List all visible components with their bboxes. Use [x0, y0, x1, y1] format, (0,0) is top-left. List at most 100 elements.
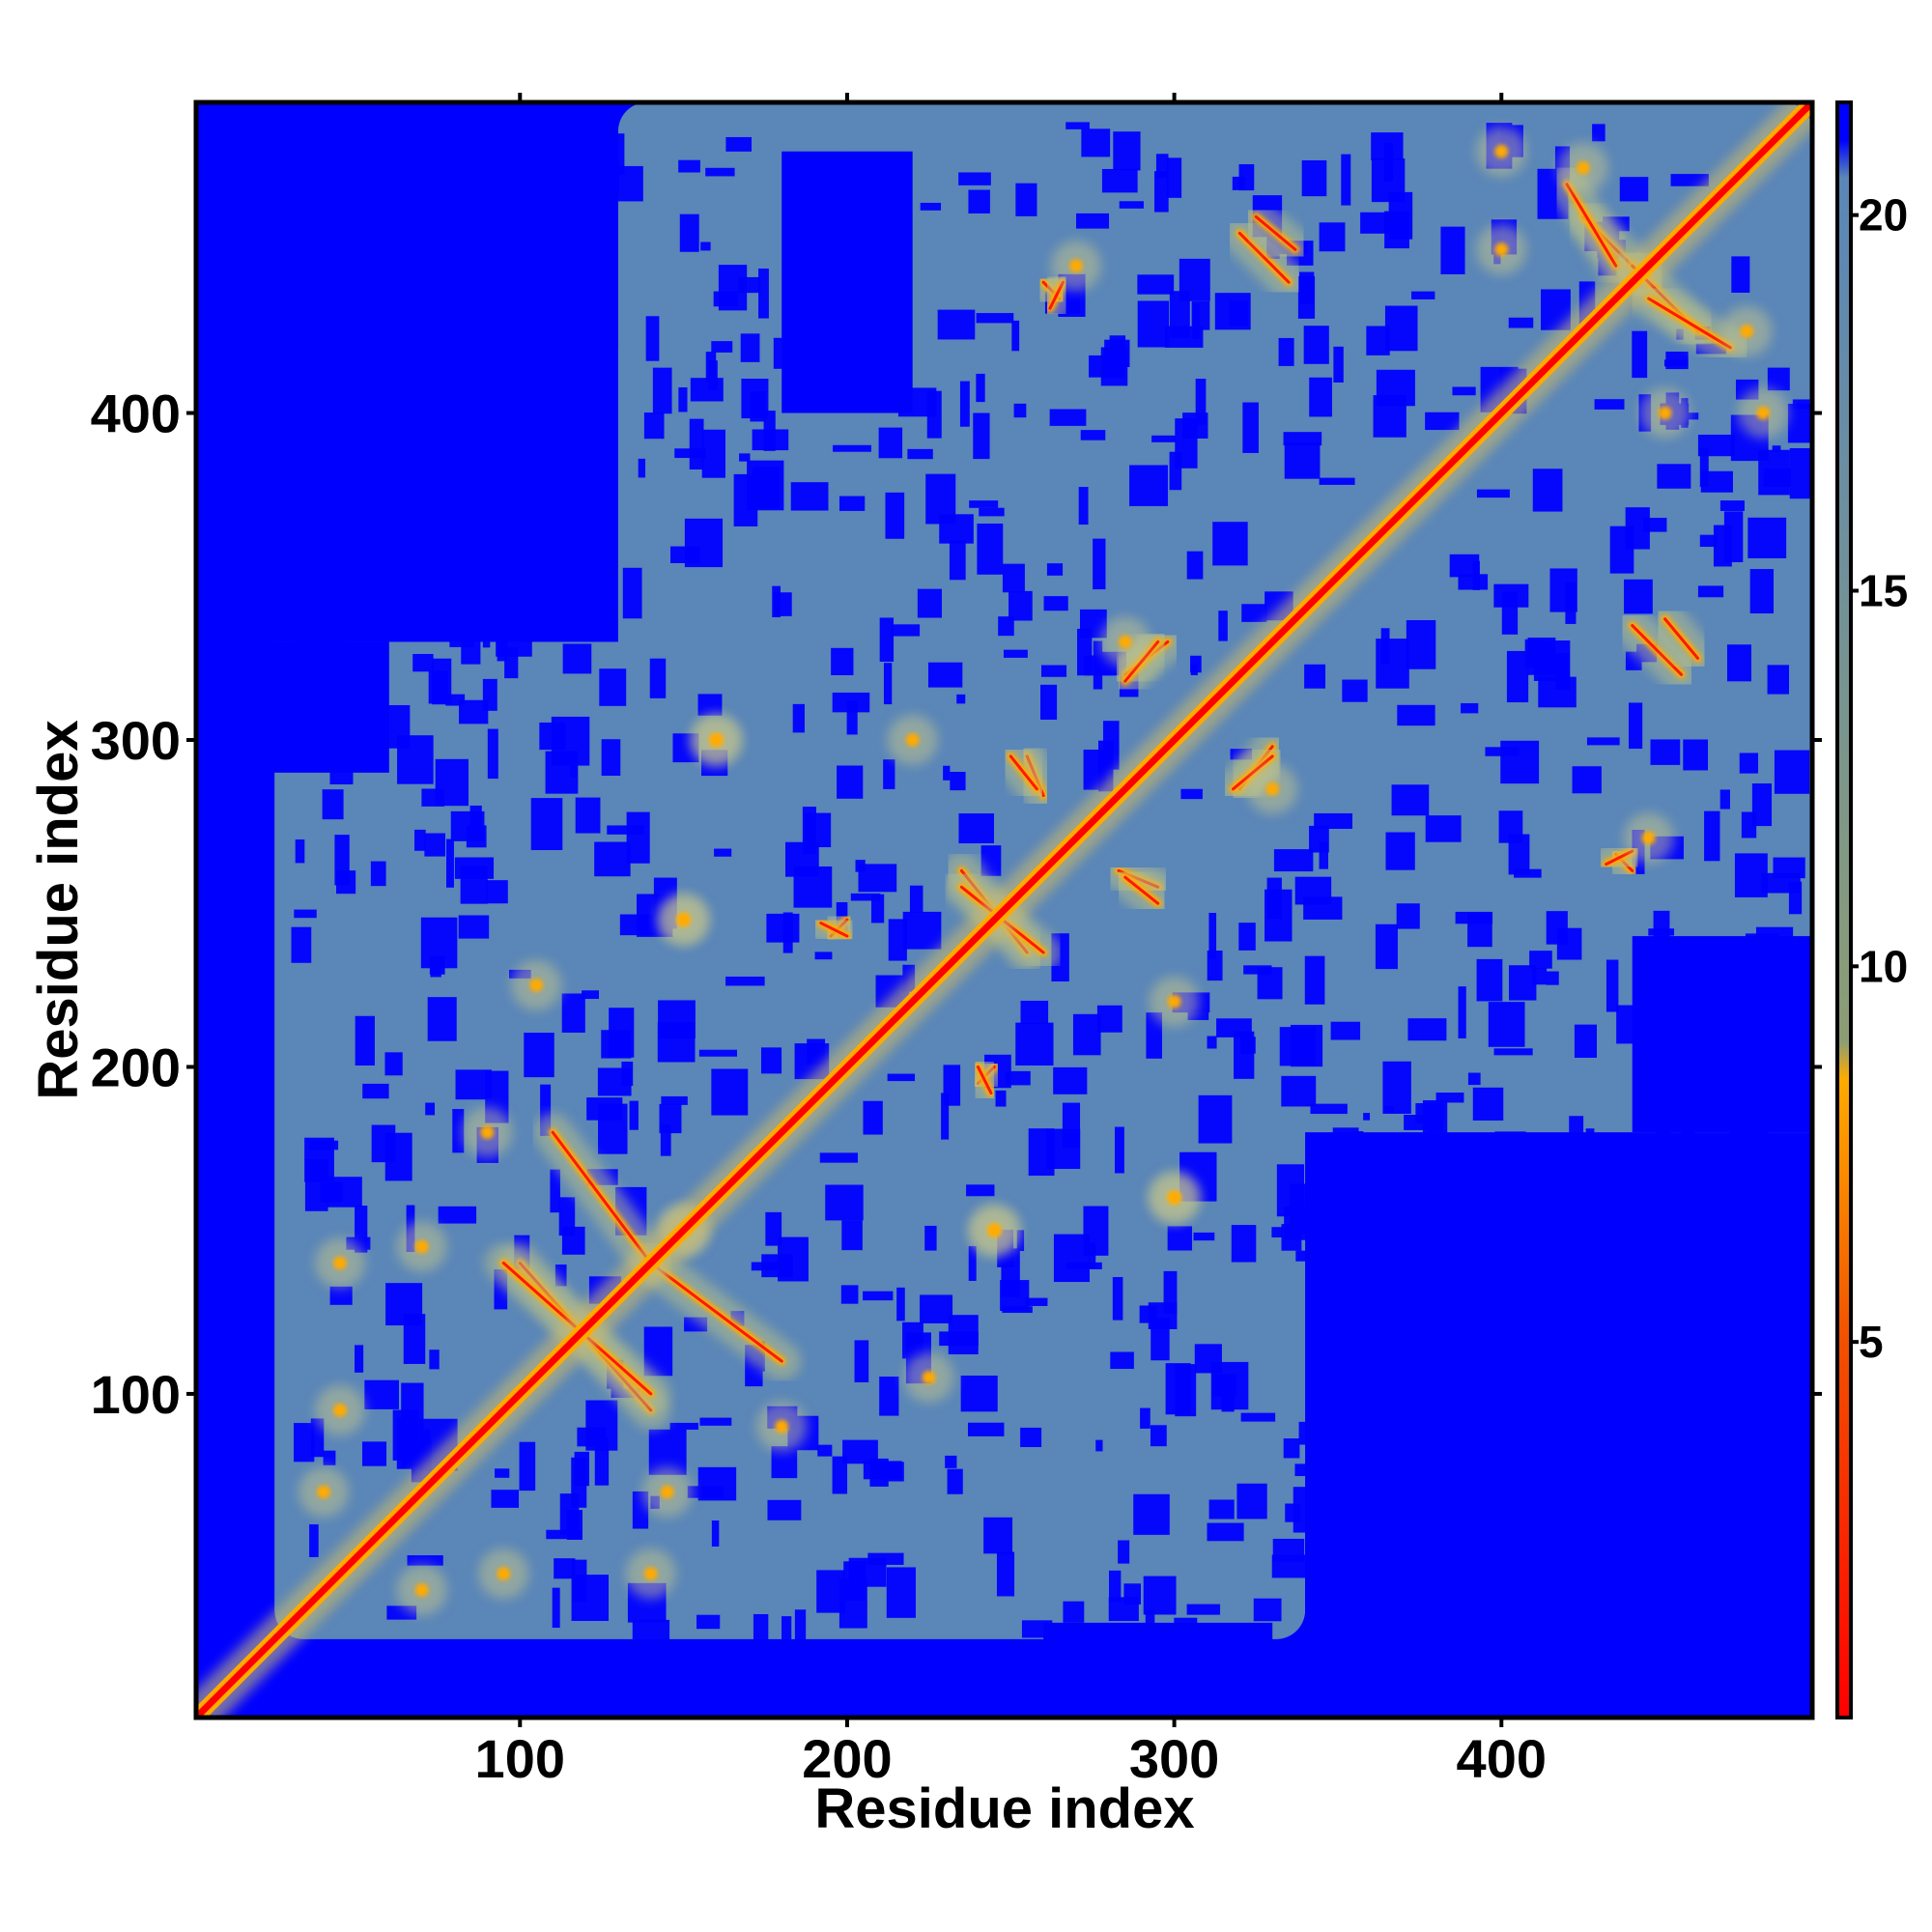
heatmap-cell [295, 611, 325, 659]
heatmap-cell [1632, 330, 1648, 379]
heatmap-cell [485, 298, 498, 327]
heatmap-cell [1437, 1452, 1458, 1487]
x-tick-label: 200 [802, 1728, 892, 1789]
heatmap-cell [850, 893, 881, 901]
heatmap-cell [711, 1520, 720, 1547]
heatmap-cell [1462, 1342, 1471, 1351]
heatmap-cell [781, 1616, 792, 1668]
heatmap-cell [1015, 1022, 1054, 1065]
heatmap-cell [571, 220, 596, 247]
heatmap-cell [1467, 1072, 1481, 1086]
heatmap-cell [1240, 1412, 1276, 1422]
heatmap-cell [1441, 1435, 1463, 1458]
heatmap-cell [660, 1124, 671, 1156]
heatmap-cell [1101, 168, 1138, 193]
contact-core [1663, 617, 1699, 660]
heatmap-cell [1283, 1438, 1300, 1459]
heatmap-cell [418, 342, 458, 354]
heatmap-cell [1520, 1139, 1559, 1175]
heatmap-cell [554, 1264, 567, 1287]
heatmap-cell [589, 133, 625, 176]
heatmap-cell [790, 315, 800, 358]
heatmap-cell [1175, 418, 1198, 469]
heatmap-cell [1784, 1540, 1802, 1591]
heatmap-cell [366, 458, 388, 509]
heatmap-cell [632, 1619, 670, 1642]
heatmap-cell [1363, 1113, 1371, 1121]
heatmap-cell [1273, 849, 1314, 872]
heatmap-cell [495, 288, 514, 296]
heatmap-cell [1242, 402, 1259, 453]
heatmap-cell [1093, 538, 1106, 590]
heatmap-cell [822, 176, 839, 188]
x-axis-ticks: 100 200 300 400 [475, 1718, 1547, 1789]
y-axis-title: Residue index [27, 720, 90, 1099]
heatmap-cell [1118, 1540, 1130, 1564]
heatmap-cell [1704, 810, 1720, 862]
far-distance-block [1043, 1622, 1273, 1718]
heatmap-cell [1572, 766, 1602, 794]
heatmap-cell [708, 360, 718, 390]
heatmap-cell [1164, 326, 1204, 348]
heatmap-cell [1145, 1609, 1155, 1632]
contact-spot [1167, 994, 1181, 1009]
heatmap-cell [599, 668, 627, 706]
heatmap-cell [927, 662, 963, 688]
colorbar-fill [1837, 102, 1851, 1718]
heatmap-cell [1726, 644, 1751, 682]
heatmap-cell [482, 678, 497, 711]
heatmap-cell [1020, 1000, 1049, 1025]
heatmap-cell [303, 522, 338, 544]
heatmap-cell [1193, 1232, 1215, 1241]
heatmap-cell [945, 1455, 957, 1468]
heatmap-cell [609, 1008, 635, 1058]
heatmap-cell [758, 269, 769, 319]
heatmap-cell [471, 367, 481, 384]
heatmap-cell [1304, 955, 1325, 1005]
heatmap-cell [348, 363, 358, 414]
heatmap-cell [1281, 1075, 1317, 1107]
x-tick-label: 400 [1457, 1728, 1547, 1789]
heatmap-cell [1653, 910, 1670, 959]
heatmap-cell [1612, 1136, 1624, 1144]
heatmap-cell [1373, 395, 1406, 438]
contact-core [1631, 624, 1684, 676]
heatmap-cell [1555, 1449, 1593, 1467]
heatmap-cell [819, 1152, 859, 1163]
heatmap-cell [1773, 857, 1805, 879]
contact-spot [333, 1403, 348, 1417]
heatmap-near-contact-layer [298, 126, 1789, 1615]
heatmap-cell [438, 1206, 477, 1224]
heatmap-cell [771, 1446, 798, 1479]
heatmap-cell [1714, 1034, 1724, 1047]
heatmap-cell [1317, 1551, 1340, 1572]
heatmap-cell [424, 833, 445, 857]
heatmap-cell [1680, 1612, 1702, 1632]
contact-spot [1118, 635, 1132, 649]
heatmap-cell [1186, 551, 1204, 580]
heatmap-cell [1425, 412, 1460, 431]
heatmap-cell [1180, 788, 1203, 800]
heatmap-cell [1283, 432, 1322, 446]
heatmap-cell [622, 567, 642, 619]
heatmap-cell [449, 607, 475, 647]
heatmap-cell [629, 1100, 639, 1130]
heatmap-cell [1119, 201, 1144, 209]
heatmap-cell [825, 1184, 864, 1221]
heatmap-cell [1666, 1213, 1676, 1222]
colorbar: 5 10 15 20 [1835, 100, 1908, 1719]
contact-spot [1494, 144, 1509, 158]
heatmap-cell [1642, 1426, 1662, 1446]
heatmap-cell [696, 1614, 721, 1630]
heatmap-cell [1669, 1487, 1691, 1517]
heatmap-cell [1505, 1435, 1516, 1477]
heatmap-cell [896, 1287, 905, 1321]
heatmap-cell [1081, 128, 1111, 157]
heatmap-cell [657, 1022, 696, 1063]
heatmap-cell [661, 1095, 688, 1105]
heatmap-cell [1072, 1013, 1101, 1056]
heatmap-cell [725, 976, 765, 986]
heatmap-cell [1278, 337, 1294, 366]
heatmap-cell [362, 1083, 389, 1099]
heatmap-cell [601, 739, 621, 777]
